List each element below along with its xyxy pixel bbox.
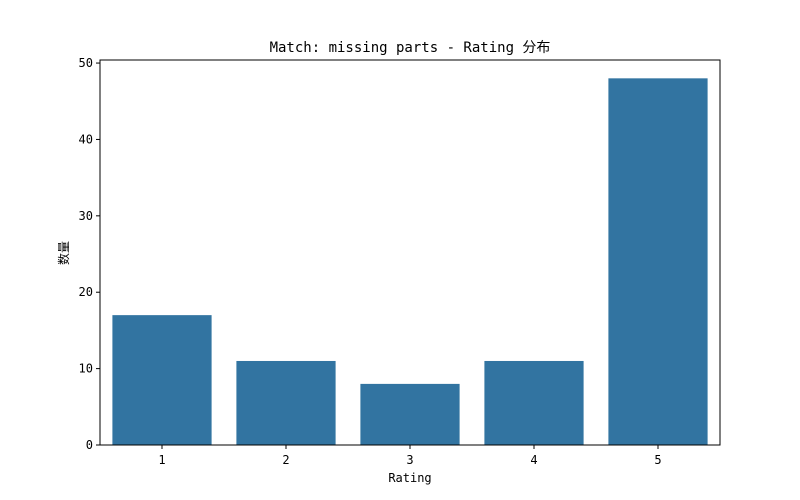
y-tick-label: 10	[79, 362, 93, 376]
y-tick-label: 20	[79, 285, 93, 299]
y-tick-label: 40	[79, 132, 93, 146]
x-axis-ticks: 1 2 3 4 5	[158, 445, 662, 467]
bar-rating-1	[112, 315, 212, 445]
bar-rating-5	[608, 78, 708, 445]
x-tick-label: 3	[406, 453, 413, 467]
y-axis-ticks: 0 10 20 30 40 50	[79, 56, 100, 452]
bar-rating-3	[360, 383, 460, 445]
x-tick-label: 1	[158, 453, 165, 467]
x-tick-label: 5	[654, 453, 661, 467]
y-tick-label: 30	[79, 209, 93, 223]
y-axis-label: 数量	[56, 241, 71, 265]
x-tick-label: 4	[530, 453, 537, 467]
y-tick-label: 0	[86, 438, 93, 452]
y-tick-label: 50	[79, 56, 93, 70]
x-axis-label: Rating	[388, 471, 431, 485]
chart-title: Match: missing parts - Rating 分布	[270, 40, 551, 56]
x-tick-label: 2	[282, 453, 289, 467]
bar-rating-4	[484, 360, 584, 445]
bars-group	[112, 78, 708, 445]
bar-rating-2	[236, 360, 336, 445]
